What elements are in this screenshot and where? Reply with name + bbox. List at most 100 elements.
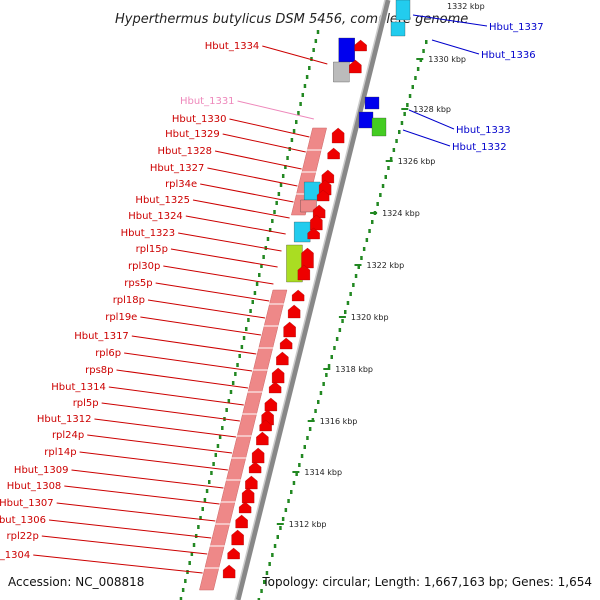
gene-label: rpl15p (136, 244, 168, 255)
label-leader (408, 109, 455, 130)
tick-dot (314, 409, 317, 413)
gene-label: Hbut_1331 (180, 96, 235, 107)
label-leader (101, 402, 240, 422)
tick-dot (292, 129, 296, 133)
gene-label: Hbut_1325 (135, 195, 190, 206)
tick-labels: 1332 kbp 1330 kbp 1328 kbp 1326 kbp 1324 kbp… (276, 2, 485, 529)
tick-dot (408, 94, 412, 98)
tick-dot (181, 588, 185, 592)
tick-dot (199, 516, 202, 520)
tick-dot (371, 220, 374, 224)
tick-dot (422, 49, 425, 53)
tick-dot (349, 292, 352, 296)
tick-dot (188, 561, 191, 565)
tick-mark (416, 58, 424, 60)
tick-dot (284, 508, 288, 512)
gene-label: Hbut_1329 (165, 129, 220, 140)
tick-dot (265, 571, 269, 575)
gene-label: Hbut_1330 (172, 114, 227, 125)
gene-label: Hbut_1323 (121, 228, 176, 239)
gene-label: rps8p (85, 365, 113, 376)
tick-label: 1312 kbp (289, 520, 327, 529)
tick-dot (335, 337, 339, 341)
gene-label: rpl22p (6, 531, 38, 542)
gene-label: rpl19e (105, 312, 137, 323)
right-gene (390, 21, 406, 37)
tick-dot (306, 436, 309, 440)
tick-dot (257, 598, 261, 600)
label-leader (64, 485, 220, 505)
label-leader (71, 469, 224, 489)
tick-label: 1314 kbp (304, 468, 342, 477)
tick-dot (303, 84, 307, 88)
tick-label: 1318 kbp (335, 365, 373, 374)
forward-gene-arrow (271, 367, 285, 384)
tick-dot (263, 580, 266, 584)
tick-dot (212, 462, 215, 466)
label-leader (116, 369, 249, 389)
gene-label: Hbut_1304 (0, 550, 30, 561)
forward-gene-arrow (264, 397, 278, 412)
tick-dot (341, 319, 344, 323)
tick-dot (262, 255, 265, 259)
forward-gene-arrow (301, 247, 314, 269)
forward-gene-arrow (327, 147, 340, 160)
reverse-gene (294, 221, 311, 243)
forward-gene-arrow (287, 304, 301, 319)
forward-gene-arrow (283, 321, 296, 338)
forward-gene-arrow (349, 59, 362, 74)
label-leader (222, 133, 306, 153)
label-leader (237, 100, 314, 120)
tick-dot (317, 400, 320, 404)
label-leader (94, 418, 236, 438)
gene-label: Hbut_1334 (205, 41, 260, 52)
forward-gene-arrow (268, 381, 282, 394)
gene-label: Hbut_1309 (14, 465, 69, 476)
tick-dot (319, 391, 323, 395)
forward-gene-arrow (276, 351, 289, 366)
tick-dot (277, 192, 281, 196)
tick-dot (384, 175, 387, 179)
tick-dot (197, 525, 200, 529)
label-leader (178, 232, 282, 252)
forward-gene-arrow (312, 204, 326, 219)
forward-gene-arrow (231, 529, 244, 546)
tick-dot (368, 229, 371, 233)
tick-dot (227, 399, 231, 403)
label-leader (79, 451, 228, 471)
gene-label: rpl34e (165, 179, 197, 190)
tick-dot (300, 454, 304, 458)
label-leader (56, 502, 216, 522)
label-leader (200, 183, 294, 203)
tick-dot (425, 40, 428, 44)
tick-dot (314, 39, 318, 43)
tick-mark (307, 420, 315, 422)
tick-dot (231, 381, 235, 385)
tick-dot (244, 327, 248, 331)
tick-dot (273, 210, 276, 214)
forward-strand-genes (222, 39, 367, 579)
tick-dot (308, 66, 311, 70)
tick-dot (376, 202, 379, 206)
right-gene (364, 96, 380, 110)
tick-dot (362, 247, 366, 251)
tick-dot (192, 543, 196, 547)
tick-dot (251, 300, 254, 304)
tick-dot (295, 120, 298, 124)
backbone-line (235, 0, 391, 600)
tick-dot (214, 453, 218, 457)
gene-label: Hbut_1327 (150, 163, 205, 174)
gene-label: rpl6p (95, 348, 121, 359)
gene-label: rpl5p (73, 398, 99, 409)
label-leader (214, 150, 302, 170)
tick-dot (312, 48, 315, 52)
tick-dot (273, 544, 277, 548)
gene-label: rpl30p (128, 261, 160, 272)
tick-dot (284, 165, 287, 169)
forward-gene-arrow (222, 564, 236, 579)
tick-dot (403, 112, 406, 116)
accession-text: Accession: NC_008818 (8, 575, 145, 589)
tick-dot (344, 310, 347, 314)
gene-label: rpl24p (52, 430, 84, 441)
tick-dot (308, 427, 312, 431)
